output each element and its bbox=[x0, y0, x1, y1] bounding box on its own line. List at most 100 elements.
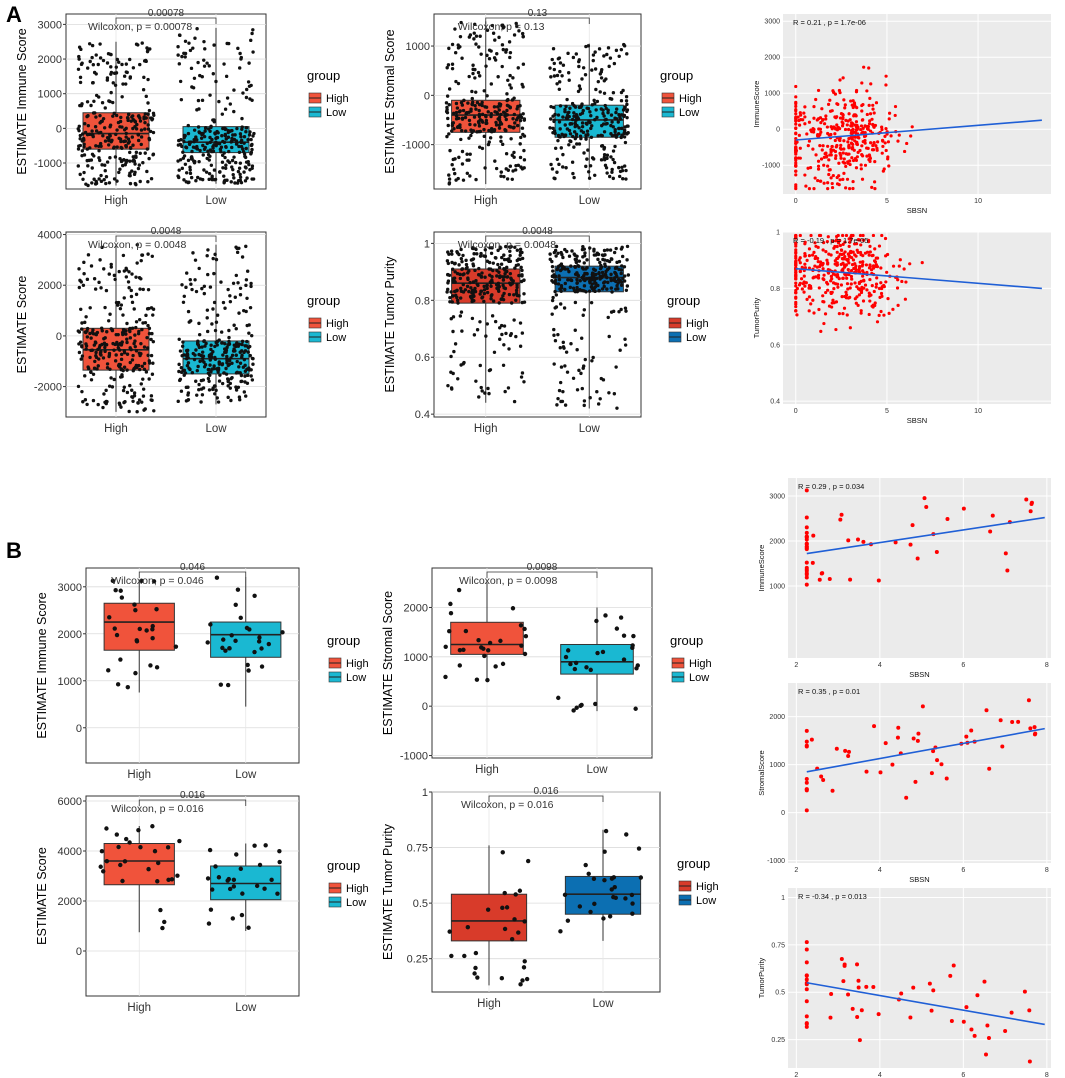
data-point bbox=[152, 113, 156, 117]
data-point bbox=[146, 323, 150, 328]
data-point bbox=[101, 869, 106, 874]
data-point bbox=[599, 107, 603, 111]
data-point bbox=[522, 651, 528, 657]
data-point bbox=[838, 91, 842, 95]
data-point bbox=[861, 118, 865, 122]
data-point bbox=[558, 263, 562, 268]
data-point bbox=[505, 108, 509, 113]
data-point bbox=[859, 124, 864, 128]
data-point bbox=[223, 648, 228, 653]
data-point bbox=[818, 260, 823, 264]
x-tick-label: 0 bbox=[794, 198, 798, 205]
data-point bbox=[205, 308, 210, 312]
data-point bbox=[863, 163, 868, 167]
data-point bbox=[215, 135, 220, 140]
data-point bbox=[451, 329, 455, 334]
data-point bbox=[841, 151, 845, 155]
data-point bbox=[88, 355, 92, 360]
data-point bbox=[449, 290, 453, 294]
y-tick-label: 0 bbox=[422, 701, 428, 713]
data-point bbox=[186, 356, 190, 360]
data-point bbox=[610, 167, 614, 172]
box-high bbox=[103, 843, 175, 886]
data-point bbox=[131, 353, 135, 358]
data-point bbox=[98, 113, 102, 118]
data-point bbox=[459, 289, 464, 293]
data-point bbox=[878, 770, 883, 775]
data-point bbox=[178, 79, 183, 84]
data-point bbox=[497, 35, 501, 40]
data-point bbox=[503, 389, 507, 394]
data-point bbox=[101, 356, 106, 360]
data-point bbox=[556, 396, 560, 401]
data-point bbox=[514, 118, 519, 122]
data-point bbox=[590, 287, 595, 291]
data-point bbox=[208, 285, 213, 289]
data-point bbox=[902, 267, 906, 271]
data-point bbox=[596, 402, 601, 406]
data-point bbox=[609, 272, 613, 277]
data-point bbox=[128, 360, 132, 365]
data-point bbox=[512, 150, 516, 155]
data-point bbox=[603, 163, 608, 168]
data-point bbox=[115, 57, 120, 62]
data-point bbox=[624, 832, 629, 837]
data-point bbox=[889, 134, 893, 138]
data-point bbox=[842, 98, 846, 102]
data-point bbox=[617, 113, 621, 117]
regression-line bbox=[795, 267, 1042, 290]
data-point bbox=[522, 292, 526, 296]
data-point bbox=[880, 285, 884, 289]
data-point bbox=[856, 238, 860, 242]
y-tick-label: 0 bbox=[424, 90, 430, 102]
data-point bbox=[517, 29, 521, 33]
data-point bbox=[114, 632, 120, 638]
data-point bbox=[472, 115, 477, 119]
data-point bbox=[122, 74, 127, 78]
data-point bbox=[794, 291, 798, 295]
data-point bbox=[1029, 502, 1034, 507]
data-point bbox=[148, 47, 152, 51]
data-point bbox=[609, 123, 613, 128]
data-point bbox=[144, 94, 148, 99]
data-point bbox=[848, 240, 852, 244]
data-point bbox=[225, 345, 229, 350]
data-point bbox=[880, 233, 884, 238]
data-point bbox=[515, 283, 519, 287]
data-point bbox=[559, 286, 564, 290]
data-point bbox=[152, 409, 156, 413]
data-point bbox=[602, 849, 607, 854]
data-point bbox=[612, 160, 617, 165]
data-point bbox=[575, 285, 579, 290]
data-point bbox=[860, 109, 864, 113]
data-point bbox=[807, 247, 812, 251]
data-point bbox=[508, 271, 513, 276]
data-point bbox=[1026, 698, 1031, 703]
data-point bbox=[455, 295, 459, 300]
data-point bbox=[807, 187, 812, 191]
data-point bbox=[151, 579, 157, 584]
y-tick-label: 0 bbox=[776, 127, 780, 134]
data-point bbox=[117, 136, 121, 140]
data-point bbox=[236, 385, 241, 389]
data-point bbox=[800, 265, 804, 269]
data-point bbox=[79, 280, 83, 284]
data-point bbox=[581, 66, 586, 70]
data-point bbox=[821, 248, 825, 252]
data-point bbox=[804, 535, 809, 540]
data-point bbox=[477, 273, 482, 277]
data-point bbox=[195, 27, 199, 31]
data-point bbox=[94, 93, 99, 98]
data-point bbox=[800, 287, 804, 291]
data-point bbox=[223, 341, 227, 346]
data-point bbox=[845, 177, 850, 181]
data-point bbox=[844, 233, 849, 238]
x-tick-label: 2 bbox=[794, 662, 798, 669]
data-point bbox=[249, 137, 253, 142]
data-point bbox=[803, 254, 807, 258]
data-point bbox=[446, 63, 451, 67]
data-point bbox=[621, 276, 625, 281]
data-point bbox=[139, 128, 144, 132]
x-tick-label: 8 bbox=[1045, 662, 1049, 669]
data-point bbox=[855, 1014, 860, 1019]
